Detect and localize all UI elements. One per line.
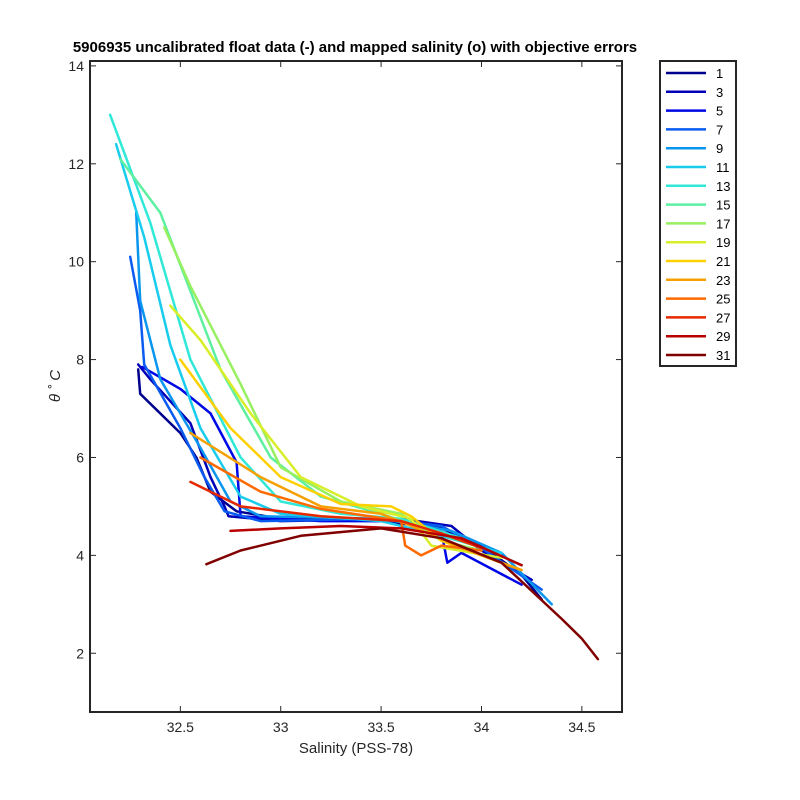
legend-label-29: 29 xyxy=(716,329,730,344)
legend-label-23: 23 xyxy=(716,273,730,288)
legend-label-3: 3 xyxy=(716,85,723,100)
legend-label-1: 1 xyxy=(716,66,723,81)
legend-label-17: 17 xyxy=(716,216,730,231)
chart-title: 5906935 uncalibrated float data (-) and … xyxy=(73,39,637,56)
y-tick-label: 12 xyxy=(68,156,84,172)
x-tick-label: 33.5 xyxy=(367,719,394,735)
legend-label-31: 31 xyxy=(716,348,730,363)
series-group xyxy=(108,113,600,661)
x-tick-label: 34 xyxy=(474,719,490,735)
x-tick-label: 33 xyxy=(273,719,289,735)
y-tick-label: 8 xyxy=(76,352,84,368)
legend-label-21: 21 xyxy=(716,254,730,269)
legend-label-25: 25 xyxy=(716,292,730,307)
legend-label-19: 19 xyxy=(716,235,730,250)
y-axis-label: θ ˚ C xyxy=(47,370,64,402)
y-tick-label: 10 xyxy=(68,254,84,270)
x-tick-label: 34.5 xyxy=(568,719,595,735)
y-tick-label: 2 xyxy=(76,645,84,661)
x-axis-ticks: 32.5 33 33.5 34 34.5 xyxy=(167,61,596,735)
y-axis-ticks: 2 4 6 8 10 12 14 xyxy=(68,58,622,661)
series-line-9 xyxy=(134,211,553,606)
series-line-29 xyxy=(229,524,523,567)
plot-area: 32.5 33 33.5 34 34.5 2 4 6 8 10 12 14 xyxy=(68,58,623,735)
y-tick-label: 14 xyxy=(68,58,84,74)
legend-label-9: 9 xyxy=(716,141,723,156)
plot-frame xyxy=(89,60,623,713)
series-line-19 xyxy=(169,304,503,560)
legend-label-13: 13 xyxy=(716,179,730,194)
legend-label-15: 15 xyxy=(716,198,730,213)
series-line-31 xyxy=(205,527,600,661)
legend-label-7: 7 xyxy=(716,122,723,137)
legend-label-5: 5 xyxy=(716,104,723,119)
series-line-13 xyxy=(108,113,523,567)
x-tick-label: 32.5 xyxy=(167,719,194,735)
y-tick-label: 4 xyxy=(76,547,84,563)
y-tick-label: 6 xyxy=(76,449,84,465)
series-line-25 xyxy=(199,456,483,557)
x-axis-label: Salinity (PSS-78) xyxy=(299,740,413,757)
legend-label-11: 11 xyxy=(716,160,730,175)
legend-label-27: 27 xyxy=(716,310,730,325)
